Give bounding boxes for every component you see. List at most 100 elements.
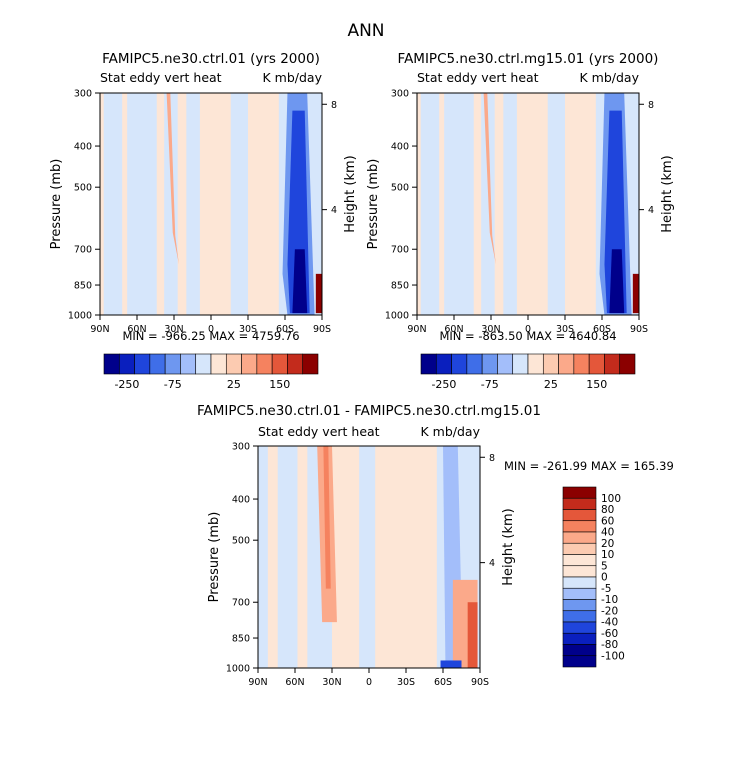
colorbar-swatch (562, 565, 597, 578)
x-tick-label: 30S (239, 324, 257, 335)
y-axis-label: Pressure (mb) (366, 159, 381, 250)
colorbar-swatch (497, 353, 514, 375)
field-background (258, 446, 480, 668)
contour-band (417, 93, 421, 315)
y-right-tick-label: 4 (648, 205, 654, 216)
colorbar-swatch (562, 486, 597, 499)
y-tick-label: 300 (391, 89, 409, 100)
colorbar-swatch (118, 353, 135, 375)
panel-title: FAMIPC5.ne30.ctrl.mg15.01 (yrs 2000) (398, 51, 659, 67)
x-tick-label: 60S (276, 324, 294, 335)
x-tick-label: 30N (322, 677, 341, 688)
colorbar-label: 25 (227, 378, 241, 391)
colorbar-label: -75 (164, 378, 182, 391)
colorbar-label: 40 (601, 527, 614, 539)
y-axis-label: Pressure (mb) (207, 512, 222, 603)
colorbar: -250 -75 25 150 (103, 353, 319, 391)
colorbar-swatch (562, 554, 597, 567)
colorbar-swatch (562, 576, 597, 589)
colorbar-label: 100 (601, 493, 621, 505)
colorbar-label: 150 (586, 378, 607, 391)
colorbar-label: 10 (601, 549, 614, 561)
x-tick-label: 0 (525, 324, 531, 335)
contour-band (375, 446, 437, 668)
colorbar-swatch (241, 353, 258, 375)
x-tick-label: 30N (481, 324, 500, 335)
y-right-axis-label: Height (km) (343, 155, 358, 232)
negative-extreme (292, 249, 308, 314)
colorbar-swatch (195, 353, 212, 375)
colorbar-label: 5 (601, 560, 608, 572)
colorbar-swatch (562, 509, 597, 522)
panel-subtitle-right: K mb/day (421, 424, 481, 439)
y-tick-label: 400 (232, 495, 250, 506)
x-tick-label: 90S (471, 677, 489, 688)
colorbar-label: -250 (114, 378, 139, 391)
plot-area (417, 93, 639, 315)
y-right-tick-label: 8 (489, 453, 495, 464)
colorbar-label: -100 (601, 650, 625, 662)
x-tick-label: 90N (407, 324, 426, 335)
contour-band (285, 446, 293, 668)
x-tick-label: 0 (366, 677, 372, 688)
colorbar-swatch (420, 353, 437, 375)
figure-title: ANN (347, 21, 384, 41)
x-tick-label: 90S (630, 324, 648, 335)
colorbar-label: 25 (544, 378, 558, 391)
panel-subtitle-left: Stat eddy vert heat (258, 424, 380, 439)
y-right-tick-label: 4 (331, 205, 337, 216)
colorbar-swatch (588, 353, 605, 375)
colorbar-swatch (562, 542, 597, 555)
y-tick-label: 500 (74, 183, 92, 194)
contour-band (267, 446, 278, 668)
colorbar-swatch (527, 353, 544, 375)
colorbar-label: -80 (601, 639, 618, 651)
contour-band (177, 93, 187, 315)
panel-subtitle-left: Stat eddy vert heat (417, 70, 539, 85)
colorbar-swatch (562, 632, 597, 645)
colorbar-swatch (164, 353, 181, 375)
colorbar-swatch (562, 599, 597, 612)
y-right-tick-label: 4 (489, 558, 495, 569)
x-tick-label: 60S (434, 677, 452, 688)
x-tick-label: 90N (90, 324, 109, 335)
positive-streak (166, 93, 179, 265)
colorbar-swatch (562, 497, 597, 510)
colorbar-swatch (562, 531, 597, 544)
positive-extreme (632, 273, 639, 314)
contour-band (473, 93, 482, 315)
contour-band (122, 93, 128, 315)
x-tick-label: 90S (313, 324, 331, 335)
colorbar-label: -40 (601, 617, 618, 629)
x-tick-label: 0 (208, 324, 214, 335)
contour-band (100, 93, 104, 315)
colorbar-swatch (180, 353, 197, 375)
y-tick-label: 1000 (68, 311, 92, 322)
colorbar-swatch (302, 353, 319, 375)
x-tick-label: 90N (248, 677, 267, 688)
stats-label: MIN = -261.99 MAX = 165.39 (504, 459, 674, 473)
colorbar-label: 60 (601, 515, 614, 527)
y-tick-label: 700 (74, 245, 92, 256)
contour-band (516, 93, 548, 315)
plot-area (100, 93, 322, 315)
y-tick-label: 400 (391, 142, 409, 153)
colorbar: -250 -75 25 150 (420, 353, 636, 391)
colorbar-swatch (210, 353, 227, 375)
y-right-axis-label: Height (km) (660, 155, 675, 232)
colorbar-swatch (562, 587, 597, 600)
colorbar-swatch (562, 644, 597, 657)
y-tick-label: 850 (74, 281, 92, 292)
colorbar-swatch (435, 353, 452, 375)
y-tick-label: 300 (74, 89, 92, 100)
positive-streak (483, 93, 496, 265)
colorbar-swatch (562, 520, 597, 533)
colorbar-label: 80 (601, 504, 614, 516)
contour-band (156, 93, 165, 315)
y-right-tick-label: 8 (648, 100, 654, 111)
y-tick-label: 850 (232, 634, 250, 645)
colorbar-swatch (562, 621, 597, 634)
x-tick-label: 30S (397, 677, 415, 688)
panel-subtitle-left: Stat eddy vert heat (100, 70, 222, 85)
contour-band (297, 446, 308, 668)
